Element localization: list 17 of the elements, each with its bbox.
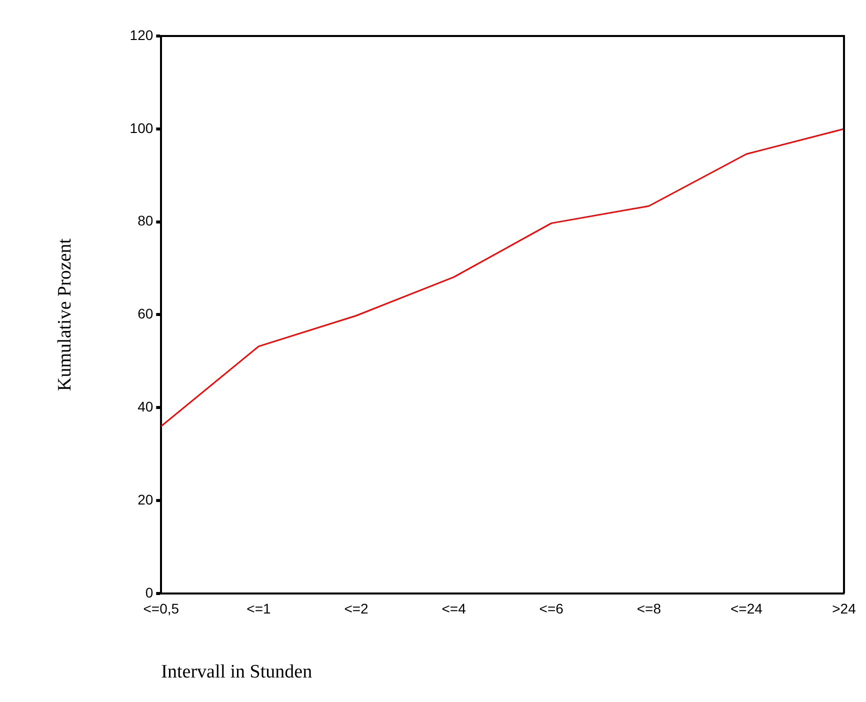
y-tick-label: 20 — [138, 491, 154, 508]
x-tick-label: <=2 — [344, 600, 369, 617]
x-tick-label: <=8 — [636, 600, 662, 617]
x-tick-label: <=4 — [442, 600, 466, 617]
x-tick-label: <=1 — [246, 600, 271, 617]
x-tick-label: <=6 — [539, 600, 564, 617]
x-axis-title: Intervall in Stunden — [161, 662, 313, 683]
y-tick-label: 40 — [138, 398, 154, 414]
x-tick-label: <=0,5 — [143, 600, 180, 617]
y-tick-label: 60 — [138, 306, 154, 322]
y-tick-label: 80 — [138, 212, 154, 229]
x-tick-label: <=24 — [730, 600, 763, 617]
y-axis-title: Kumulative Prozent — [54, 238, 76, 391]
y-tick-label: 100 — [130, 120, 154, 136]
y-tick-label: 120 — [130, 26, 154, 43]
y-tick-label: 0 — [145, 584, 154, 600]
x-tick-label: >24 — [832, 600, 856, 617]
